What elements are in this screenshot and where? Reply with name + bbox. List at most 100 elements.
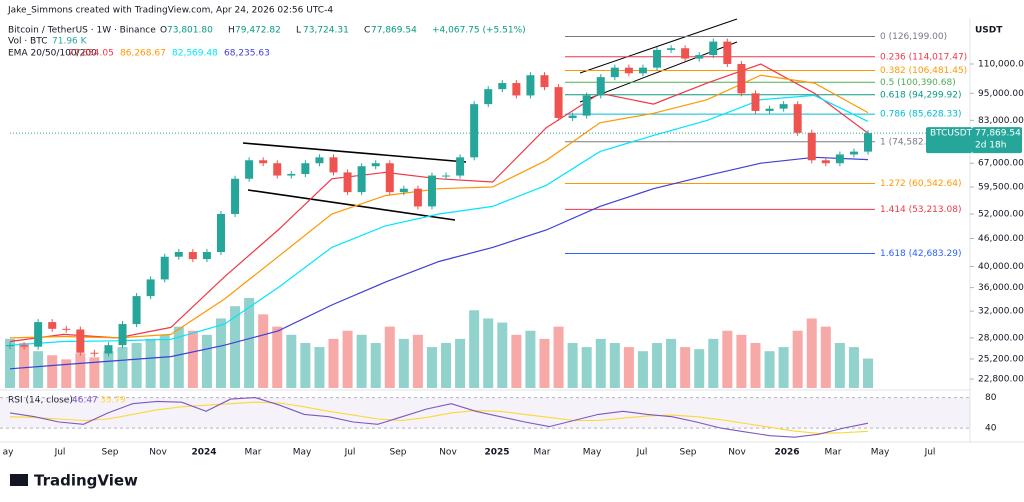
ohlc-value: 73,801.80 (167, 26, 213, 36)
time-label: Sep (102, 448, 119, 458)
candle (835, 154, 844, 164)
candle (695, 55, 704, 59)
rsi-tick-label: 40 (985, 424, 997, 434)
time-label: ay (3, 448, 15, 458)
y-tick-label: 40,000.00 (978, 262, 1024, 272)
volume-bar (652, 343, 663, 388)
volume-bar (201, 334, 212, 388)
rsi-tick-label: 80 (985, 393, 997, 403)
time-label: May (583, 448, 602, 458)
volume-bar (666, 338, 677, 388)
time-label: Jul (636, 448, 648, 458)
ema-line (9, 156, 869, 370)
fib-label: 0.236 (114,017.47) (880, 52, 967, 62)
time-label: Mar (245, 448, 262, 458)
volume-bar (863, 358, 873, 388)
logo-mark (10, 474, 28, 486)
candle (427, 175, 436, 207)
ema-value: 86,268.67 (120, 49, 166, 59)
time-label: Sep (390, 448, 407, 458)
candle (723, 41, 732, 64)
volume-bar (89, 357, 100, 388)
volume-bar (103, 351, 114, 388)
volume-bar (328, 338, 339, 388)
time-label: 2025 (484, 448, 509, 458)
time-label: Nov (439, 448, 457, 458)
candle (62, 328, 71, 330)
volume-bar (398, 338, 409, 388)
fib-label: 1 (74,582.37) (880, 137, 941, 147)
volume-bar (187, 330, 198, 388)
candle (287, 173, 296, 176)
time-label: Mar (534, 448, 551, 458)
price-tag-countdown: 2d 18h (975, 141, 1006, 151)
volume-bar (33, 351, 44, 388)
y-tick-label: 67,000.00 (978, 159, 1024, 169)
candle (315, 157, 324, 164)
volume-bar (848, 347, 859, 388)
y-tick-label: 36,000.00 (978, 283, 1024, 293)
volume-bar (722, 330, 733, 388)
candle (849, 151, 858, 155)
volume-bar (609, 343, 620, 388)
channel-line (579, 18, 738, 74)
candle (442, 175, 451, 177)
volume-bar (525, 330, 536, 388)
candle (821, 160, 830, 164)
candle (245, 160, 254, 179)
candle (540, 75, 549, 88)
candle (653, 49, 662, 68)
candle (273, 163, 282, 176)
candle (807, 132, 816, 161)
rsi-label: RSI (14, close) (8, 396, 73, 406)
candle (6, 345, 14, 347)
time-label: 2026 (774, 448, 799, 458)
candle (596, 77, 605, 96)
time-label: May (871, 448, 890, 458)
ema-value: 82,569.48 (172, 49, 218, 59)
candle (343, 172, 352, 193)
volume-bar (314, 347, 325, 388)
candle (104, 345, 113, 354)
brand: TradingView (34, 472, 138, 490)
volume-bar (497, 322, 508, 388)
time-label: Jul (924, 448, 936, 458)
candle (624, 67, 633, 74)
fib-label: 1.272 (60,542.64) (880, 179, 961, 189)
fib-label: 0.382 (106,481.45) (880, 66, 967, 76)
candle (681, 48, 690, 59)
trendline (247, 189, 456, 221)
ema-value: 68,235.63 (224, 49, 270, 59)
candle (470, 104, 479, 158)
ohlc-value: 79,472.82 (235, 26, 281, 36)
volume-bar (623, 347, 634, 388)
ema-label: EMA 20/50/100/200 (8, 49, 97, 59)
volume-bar (244, 298, 255, 388)
candle (498, 83, 507, 90)
candle (779, 104, 788, 109)
candle (638, 67, 647, 74)
time-label: Nov (149, 448, 167, 458)
candle (259, 160, 268, 164)
candle (484, 89, 493, 105)
volume-bar (806, 318, 817, 388)
candle (357, 166, 366, 193)
candle (146, 279, 155, 297)
volume-bar (637, 351, 648, 388)
ohlc-key: H (228, 26, 235, 36)
ohlc-value: 73,724.31 (303, 26, 349, 36)
volume-bar (455, 338, 466, 388)
time-label: May (293, 448, 312, 458)
fib-label: 0.5 (100,390.68) (880, 78, 956, 88)
volume-bar (708, 338, 719, 388)
candle (216, 213, 225, 253)
symbol: Bitcoin / TetherUS · 1W · Binance (8, 26, 156, 36)
candle (132, 296, 141, 325)
y-tick-label: 28,000.00 (978, 333, 1024, 343)
volume-bar (412, 334, 423, 388)
volume-bar (764, 351, 775, 388)
rsi-ma-value: 35.79 (100, 396, 126, 406)
volume-bar (483, 318, 494, 388)
volume-bar (145, 338, 156, 388)
candle (793, 104, 802, 133)
